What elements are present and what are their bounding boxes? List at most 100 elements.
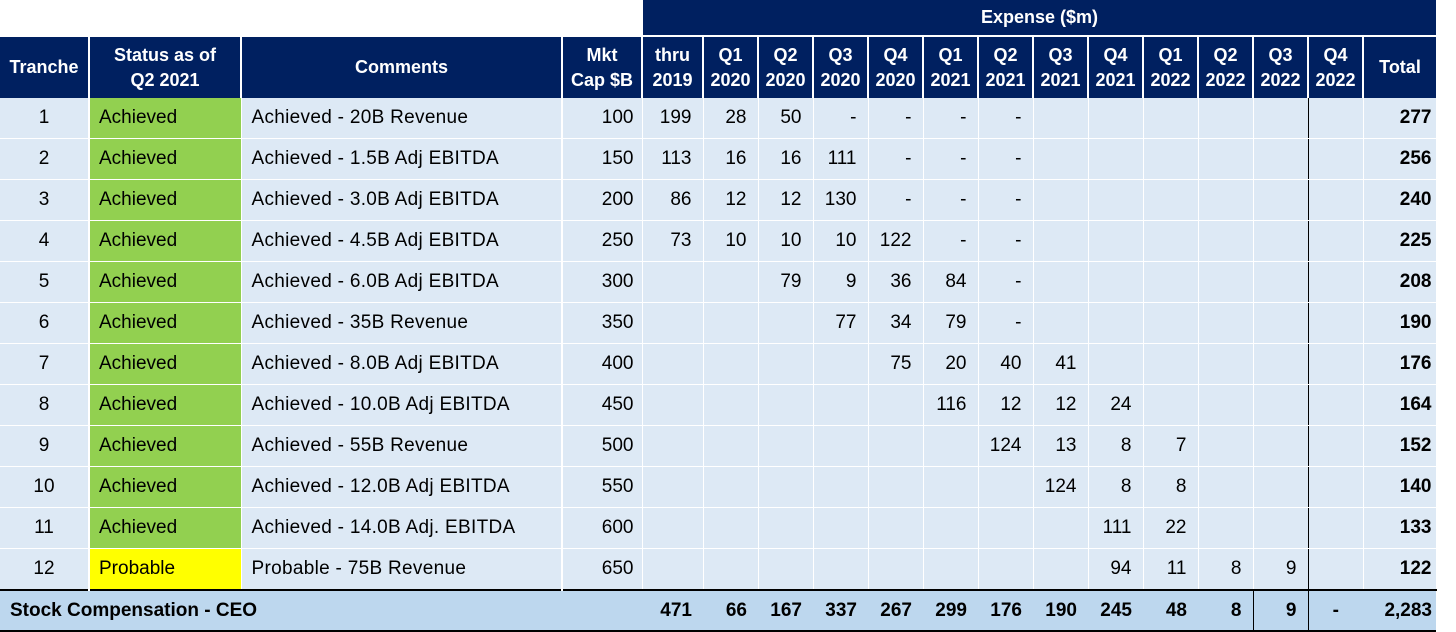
expense-cell [1198,261,1254,303]
table-row: 12 Probable Probable - 75B Revenue 650 94 11 8… [0,548,1437,591]
tranche-cell: 12 [0,548,90,591]
status-cell: Achieved [88,466,242,508]
expense-cell [703,302,759,344]
period-header: Q2 2022 [1197,35,1253,98]
comment-cell: Achieved - 4.5B Adj EBITDA [241,220,563,262]
expense-cell [1088,343,1144,385]
mkt-cap-cell: 100 [561,98,643,139]
expense-cell [1033,220,1089,262]
expense-cell [1308,302,1364,344]
table-row: 3 Achieved Achieved - 3.0B Adj EBITDA 200 86… [0,179,1437,221]
period-header: Q4 2020 [867,35,923,98]
expense-cell: 8 [1143,466,1199,508]
expense-cell [813,384,869,426]
status-cell: Achieved [88,384,242,426]
comment-cell: Achieved - 14.0B Adj. EBITDA [241,507,563,549]
summary-cell: 176 [978,589,1033,632]
expense-cell: - [923,138,979,180]
tranche-cell: 3 [0,179,90,221]
mkt-cap-cell: 500 [561,425,643,467]
expense-cell: 79 [758,261,814,303]
summary-cell: 245 [1088,589,1143,632]
expense-cell [642,343,704,385]
expense-cell [1252,220,1309,262]
expense-cell: 86 [642,179,704,221]
expense-cell: 13 [1033,425,1089,467]
expense-cell [758,548,814,591]
expense-cell: 20 [923,343,979,385]
expense-cell [1252,98,1309,139]
tranche-cell: 11 [0,507,90,549]
expense-cell [813,507,869,549]
expense-cell [703,548,759,591]
summary-cell: 267 [868,589,923,632]
expense-cell: 12 [978,384,1034,426]
comment-cell: Achieved - 3.0B Adj EBITDA [241,179,563,221]
status-cell: Achieved [88,425,242,467]
expense-cell: 9 [813,261,869,303]
expense-cell: 124 [978,425,1034,467]
row-total-cell: 140 [1363,466,1437,508]
mkt-cap-cell: 550 [561,466,643,508]
expense-cell [868,384,924,426]
expense-cell [868,425,924,467]
expense-cell: 41 [1033,343,1089,385]
mkt-cap-cell: 300 [561,261,643,303]
expense-cell: - [978,220,1034,262]
expense-cell: 9 [1252,548,1309,591]
expense-cell [978,466,1034,508]
expense-cell: 122 [868,220,924,262]
expense-cell [1198,466,1254,508]
expense-cell [1143,220,1199,262]
expense-cell [758,507,814,549]
tranche-cell: 2 [0,138,90,180]
expense-cell [1308,384,1364,426]
expense-cell [1143,179,1199,221]
expense-cell [642,507,704,549]
expense-cell [758,384,814,426]
expense-cell [1143,261,1199,303]
summary-cell: 299 [923,589,978,632]
table-row: 5 Achieved Achieved - 6.0B Adj EBITDA 300 79… [0,261,1437,303]
expense-cell: - [978,261,1034,303]
expense-cell [1088,138,1144,180]
expense-cell [1308,98,1364,139]
summary-cell: 337 [813,589,868,632]
expense-cell [1198,384,1254,426]
row-total-cell: 225 [1363,220,1437,262]
table-row: 10 Achieved Achieved - 12.0B Adj EBITDA 550… [0,466,1437,508]
expense-cell [813,548,869,591]
period-header: Q3 2021 [1032,35,1088,98]
status-cell: Achieved [88,220,242,262]
status-cell: Achieved [88,261,242,303]
expense-cell: 7 [1143,425,1199,467]
expense-cell [1252,343,1309,385]
expense-cell [923,466,979,508]
table-body: 1 Achieved Achieved - 20B Revenue 100 199 28 5… [0,98,1437,632]
expense-cell [813,425,869,467]
expense-cell [703,261,759,303]
expense-cell: 111 [1088,507,1144,549]
expense-cell [703,466,759,508]
expense-cell: - [868,179,924,221]
status-cell: Achieved [88,179,242,221]
row-total-cell: 122 [1363,548,1437,591]
expense-cell [703,507,759,549]
expense-cell: 28 [703,98,759,139]
header-spacer [0,0,642,36]
expense-cell [923,425,979,467]
expense-cell: - [868,98,924,139]
expense-cell [1088,98,1144,139]
mkt-cap-header: Mkt Cap $B [561,35,642,98]
expense-cell: 11 [1143,548,1199,591]
table-row: 9 Achieved Achieved - 55B Revenue 500 124 13 8… [0,425,1437,467]
comment-cell: Achieved - 35B Revenue [241,302,563,344]
period-header: Q3 2020 [812,35,868,98]
summary-cell: 8 [1198,589,1253,632]
mkt-cap-cell: 650 [561,548,643,591]
expense-cell [642,261,704,303]
mkt-cap-cell: 600 [561,507,643,549]
expense-cell [1198,179,1254,221]
expense-cell: 77 [813,302,869,344]
